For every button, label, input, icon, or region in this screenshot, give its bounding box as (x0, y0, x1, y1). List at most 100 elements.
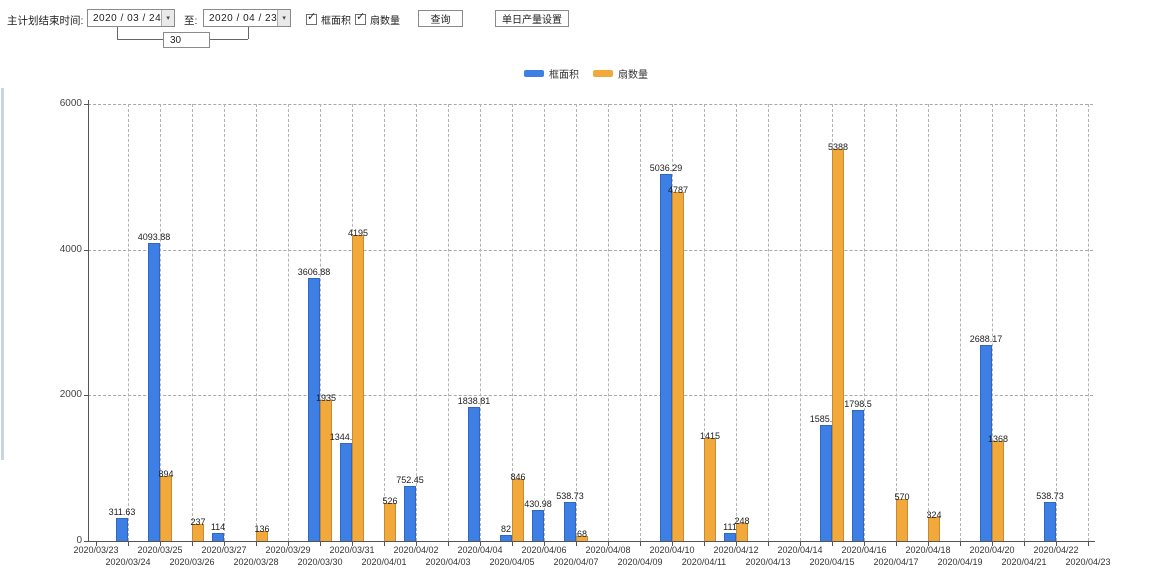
v-gridline (256, 104, 257, 541)
connector-line (210, 39, 248, 40)
x-axis-tick (192, 542, 193, 546)
frame-area-bar (564, 501, 576, 541)
v-gridline (512, 104, 513, 541)
bar-value-label: 538.73 (1036, 490, 1064, 501)
x-axis-tick (800, 542, 801, 546)
frame-area-bar (852, 410, 864, 541)
date-from-field[interactable]: 2020 / 03 / 24 ▾ (87, 9, 175, 27)
area-series-swatch-icon (524, 70, 544, 77)
v-gridline (1056, 104, 1057, 541)
y-axis-label: 4000 (59, 243, 82, 255)
h-gridline (88, 395, 1093, 397)
x-axis-label: 2020/04/13 (745, 557, 791, 567)
date-to-field[interactable]: 2020 / 04 / 23 ▾ (203, 9, 291, 27)
date-to-value: 2020 / 04 / 23 (209, 12, 278, 24)
x-axis-tick (160, 542, 161, 546)
date-from-dropdown-icon[interactable]: ▾ (161, 10, 174, 26)
x-axis-label: 2020/03/26 (169, 557, 215, 567)
fan-count-bar (320, 400, 332, 541)
bar-value-label: 4093.88 (137, 231, 171, 242)
x-axis-label: 2020/03/27 (201, 545, 247, 555)
legend-item-area[interactable]: 框面积 (524, 66, 579, 81)
area-checkbox-box[interactable]: ✓ (306, 11, 317, 25)
bar-value-label: 1935 (315, 393, 337, 404)
h-gridline (88, 104, 1093, 105)
x-axis-label: 2020/03/23 (73, 545, 119, 555)
v-gridline (480, 104, 481, 541)
bar-value-label: 1415 (699, 430, 721, 441)
bar-value-label: 311.63 (108, 507, 136, 518)
v-gridline (608, 104, 609, 541)
v-gridline (640, 104, 641, 541)
bar-value-label: 114 (210, 521, 226, 532)
bar-value-label: 248 (734, 515, 750, 526)
y-axis-tick (84, 104, 88, 105)
bar-value-label: 846 (510, 472, 526, 483)
fan-count-bar (256, 531, 268, 541)
v-gridline (416, 104, 417, 541)
v-gridline (992, 104, 993, 541)
fan-checkbox[interactable]: ✓ 扇数量 (355, 12, 400, 27)
frame-area-bar (340, 443, 352, 541)
v-gridline (320, 104, 321, 541)
bar-value-label: 538.73 (556, 490, 584, 501)
frame-area-bar (116, 518, 128, 541)
x-axis-label: 2020/03/30 (297, 557, 343, 567)
x-axis-tick (1024, 542, 1025, 546)
x-axis-label: 2020/04/12 (713, 545, 759, 555)
x-axis-label: 2020/04/23 (1065, 557, 1111, 567)
area-checkbox[interactable]: ✓ 框面积 (306, 12, 351, 27)
x-axis-tick (1056, 542, 1057, 546)
frame-area-bar (980, 345, 992, 541)
date-to-dropdown-icon[interactable]: ▾ (277, 10, 290, 26)
frame-area-bar (660, 174, 672, 541)
v-gridline (288, 104, 289, 541)
bar-value-label: 5388 (827, 141, 849, 152)
bar-value-label: 1838.81 (457, 396, 491, 407)
bar-value-label: 324 (926, 510, 942, 521)
check-icon: ✓ (307, 11, 317, 23)
check-icon: ✓ (356, 11, 366, 23)
fan-count-bar (704, 437, 716, 541)
x-axis-label: 2020/03/28 (233, 557, 279, 567)
connector-line (117, 27, 118, 39)
interval-input[interactable]: 30 (163, 32, 210, 48)
y-axis-tick (84, 249, 88, 251)
bar-value-label: 1585.96 (809, 414, 843, 425)
daily-output-settings-button[interactable]: 单日产量设置 (495, 10, 569, 27)
bar-value-label: 430.98 (524, 498, 552, 509)
x-axis-tick (864, 542, 865, 546)
x-axis-tick (384, 542, 385, 546)
x-axis-tick (896, 542, 897, 546)
left-edge-strip (1, 88, 4, 460)
x-axis-tick (608, 542, 609, 546)
x-axis-label: 2020/04/19 (937, 557, 983, 567)
area-checkbox-label: 框面积 (321, 16, 351, 27)
frame-area-bar (500, 535, 512, 541)
fan-checkbox-box[interactable]: ✓ (355, 11, 366, 25)
query-button[interactable]: 查询 (418, 10, 463, 27)
v-gridline (960, 104, 961, 541)
fan-series-swatch-icon (593, 70, 613, 77)
x-axis-tick (736, 542, 737, 546)
v-gridline (384, 104, 385, 541)
v-gridline (544, 104, 545, 541)
x-axis-label: 2020/04/11 (681, 557, 727, 567)
x-axis-tick (544, 542, 545, 546)
legend-item-fan[interactable]: 扇数量 (593, 66, 648, 81)
x-axis-tick (96, 542, 97, 546)
y-axis-label: 0 (76, 535, 82, 546)
y-axis-tick (84, 541, 88, 542)
x-axis-label: 2020/04/02 (393, 545, 439, 555)
fan-count-bar (992, 441, 1004, 541)
x-axis-label: 2020/03/31 (329, 545, 375, 555)
fan-count-bar (896, 499, 908, 541)
frame-area-bar (532, 509, 544, 541)
h-gridline (88, 249, 1093, 251)
x-axis-tick (256, 542, 257, 546)
x-axis-tick (416, 542, 417, 546)
bar-value-label: 111 (723, 521, 737, 532)
frame-area-bar (404, 486, 416, 541)
v-gridline (128, 104, 129, 541)
